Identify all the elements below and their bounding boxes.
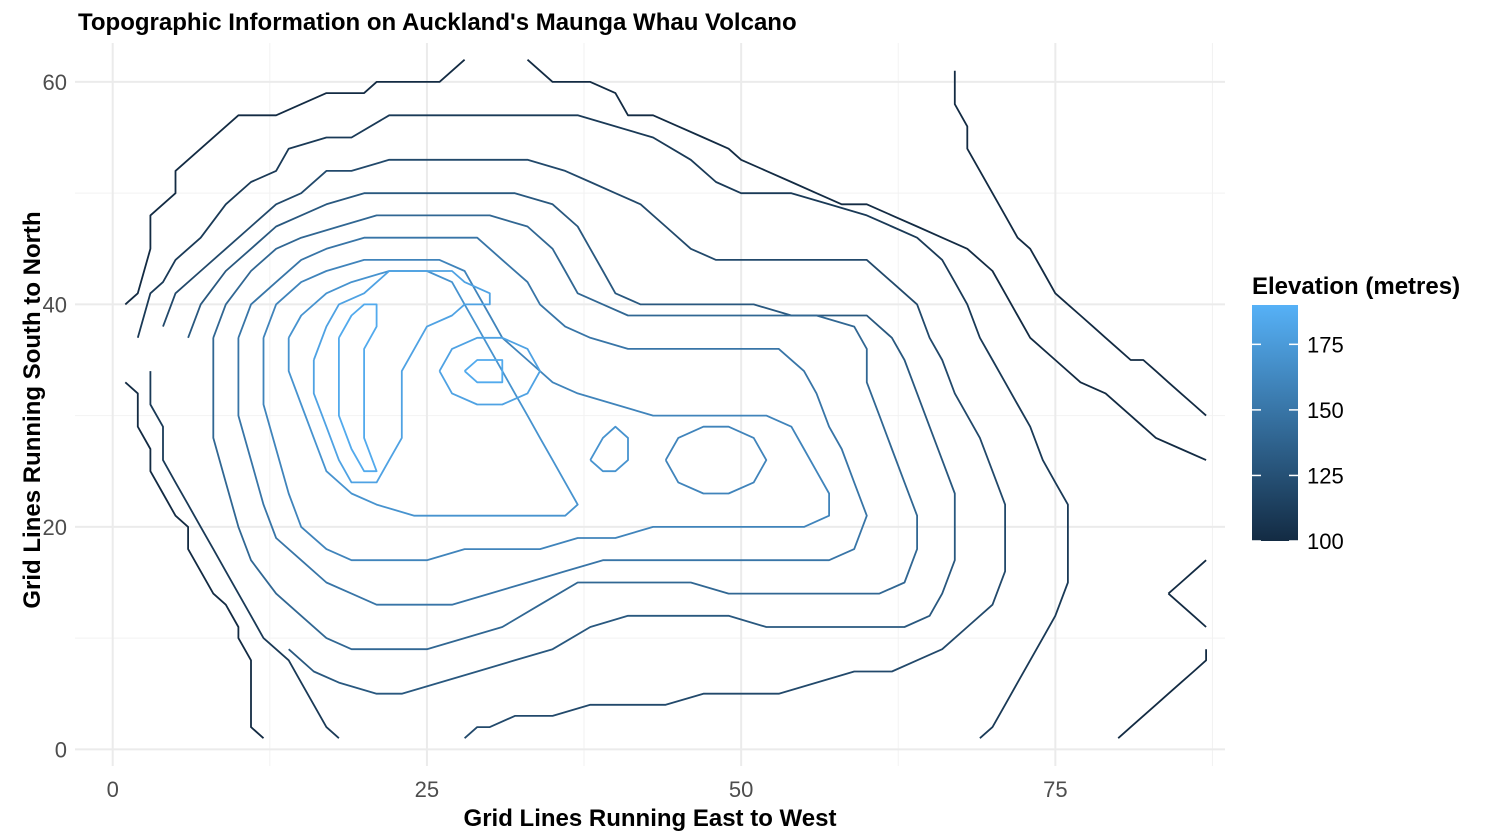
x-tick-label: 75 (1043, 777, 1067, 802)
legend-title: Elevation (metres) (1252, 273, 1460, 300)
x-tick-label: 25 (415, 777, 439, 802)
contour-170-small (589, 425, 629, 473)
contour-100-far-right (953, 70, 1207, 417)
legend-tick-label: 150 (1307, 398, 1344, 423)
contour-170 (287, 270, 579, 517)
contour-120 (162, 158, 1006, 739)
contour-130 (187, 192, 956, 695)
y-tick-label: 0 (55, 737, 67, 762)
contour-160 (262, 258, 830, 562)
x-tick-label: 0 (107, 777, 119, 802)
contour-100-br-segment2 (1167, 592, 1207, 628)
legend-tick-label: 100 (1307, 529, 1344, 554)
contour-185-summit (464, 359, 504, 384)
contour-150 (237, 236, 868, 606)
contour-180-ring (438, 336, 541, 406)
contour-100-br-corner (1117, 649, 1207, 739)
legend-colorbar (1252, 305, 1298, 541)
contour-100-top-right (526, 59, 1207, 461)
contour-100-left (124, 381, 265, 739)
x-axis-title: Grid Lines Running East to West (464, 805, 837, 832)
contour-180-crater-rim (312, 270, 491, 484)
contour-140 (212, 214, 918, 651)
axis-ticks: 0 25 50 75 0 20 40 60 (43, 70, 1068, 802)
y-tick-label: 20 (43, 515, 67, 540)
y-tick-label: 60 (43, 70, 67, 95)
contour-lines (124, 59, 1207, 739)
legend-tick-label: 125 (1307, 463, 1344, 488)
x-tick-label: 50 (729, 777, 753, 802)
contour-160-hill (664, 425, 768, 495)
y-axis-title: Grid Lines Running South to North (19, 211, 46, 608)
grid-lines (75, 43, 1225, 766)
contour-185-crater-inner (337, 303, 378, 473)
legend-tick-label: 175 (1307, 332, 1344, 357)
contour-100-br-segment (1167, 559, 1207, 595)
chart-title: Topographic Information on Auckland's Ma… (78, 9, 797, 36)
legend-ticks: 100 125 150 175 (1252, 332, 1344, 554)
legend: Elevation (metres) 100 125 150 175 (1252, 273, 1460, 554)
contour-110-bottom (149, 371, 340, 739)
y-tick-label: 40 (43, 292, 67, 317)
contour-110 (136, 114, 1069, 739)
contour-100-upper-left (124, 59, 466, 306)
